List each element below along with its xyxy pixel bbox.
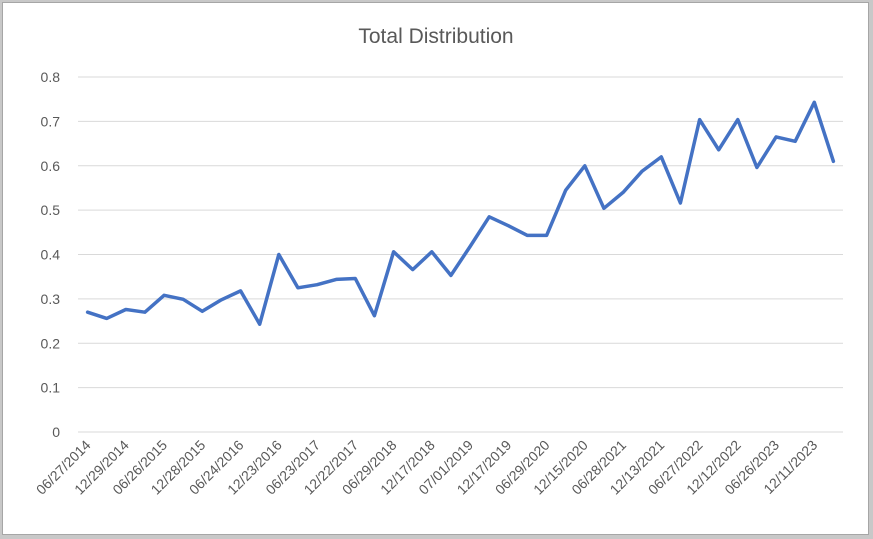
series-group xyxy=(85,100,836,326)
series-line xyxy=(85,100,836,326)
y-tick-label: 0.1 xyxy=(41,380,61,396)
y-axis-ticks: 0 0.1 0.2 0.3 0.4 0.5 0.6 0.7 0.8 xyxy=(41,69,61,440)
x-axis-ticks: 06/27/201412/29/201406/26/201512/28/2015… xyxy=(33,437,821,498)
y-tick-label: 0.4 xyxy=(41,247,61,263)
y-tick-label: 0 xyxy=(52,424,60,440)
chart-title: Total Distribution xyxy=(358,25,513,48)
y-tick-label: 0.2 xyxy=(41,335,61,351)
y-tick-label: 0.6 xyxy=(41,158,61,174)
y-tick-label: 0.8 xyxy=(41,69,61,85)
y-tick-label: 0.5 xyxy=(41,202,61,218)
y-tick-label: 0.7 xyxy=(41,113,61,129)
gridlines xyxy=(78,76,843,433)
y-tick-label: 0.3 xyxy=(41,291,61,307)
